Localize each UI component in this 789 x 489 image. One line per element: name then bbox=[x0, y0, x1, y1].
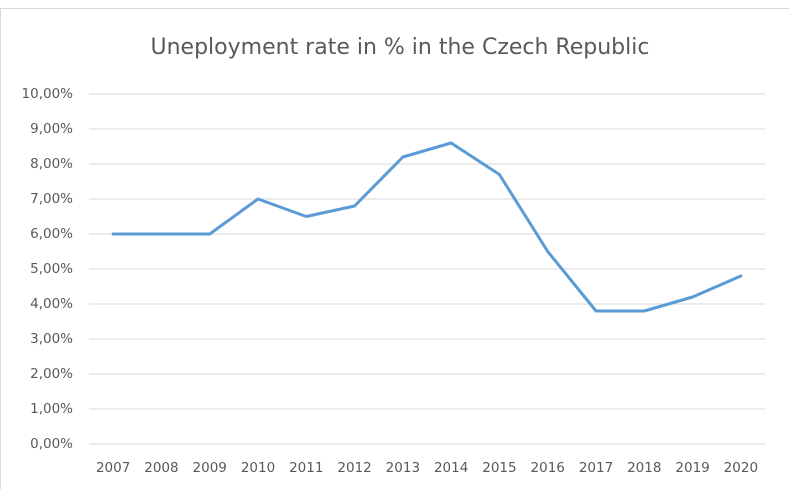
x-tick-label: 2018 bbox=[627, 460, 661, 476]
x-tick-label: 2019 bbox=[675, 460, 709, 476]
y-tick-label: 9,00% bbox=[30, 121, 73, 137]
data-line bbox=[111, 141, 743, 313]
x-tick-label: 2013 bbox=[386, 460, 420, 476]
x-tick-label: 2008 bbox=[144, 460, 178, 476]
x-tick-label: 2010 bbox=[241, 460, 275, 476]
x-tick-label: 2014 bbox=[434, 460, 468, 476]
y-tick-label: 6,00% bbox=[30, 226, 73, 242]
x-tick-label: 2007 bbox=[96, 460, 130, 476]
y-tick-label: 1,00% bbox=[30, 401, 73, 417]
x-tick-label: 2017 bbox=[579, 460, 613, 476]
y-tick-label: 5,00% bbox=[30, 261, 73, 277]
chart-title: Uneployment rate in % in the Czech Repub… bbox=[151, 35, 650, 60]
x-tick-label: 2009 bbox=[193, 460, 227, 476]
x-tick-label: 2015 bbox=[482, 460, 516, 476]
y-tick-label: 2,00% bbox=[30, 366, 73, 382]
y-tick-label: 0,00% bbox=[30, 436, 73, 452]
x-tick-label: 2020 bbox=[724, 460, 758, 476]
y-tick-label: 4,00% bbox=[30, 296, 73, 312]
y-tick-label: 7,00% bbox=[30, 191, 73, 207]
y-tick-label: 3,00% bbox=[30, 331, 73, 347]
chart-border bbox=[0, 8, 789, 489]
y-tick-label: 8,00% bbox=[30, 156, 73, 172]
x-tick-label: 2011 bbox=[289, 460, 323, 476]
x-tick-label: 2012 bbox=[337, 460, 371, 476]
y-tick-label: 10,00% bbox=[22, 86, 74, 102]
x-tick-label: 2016 bbox=[531, 460, 565, 476]
